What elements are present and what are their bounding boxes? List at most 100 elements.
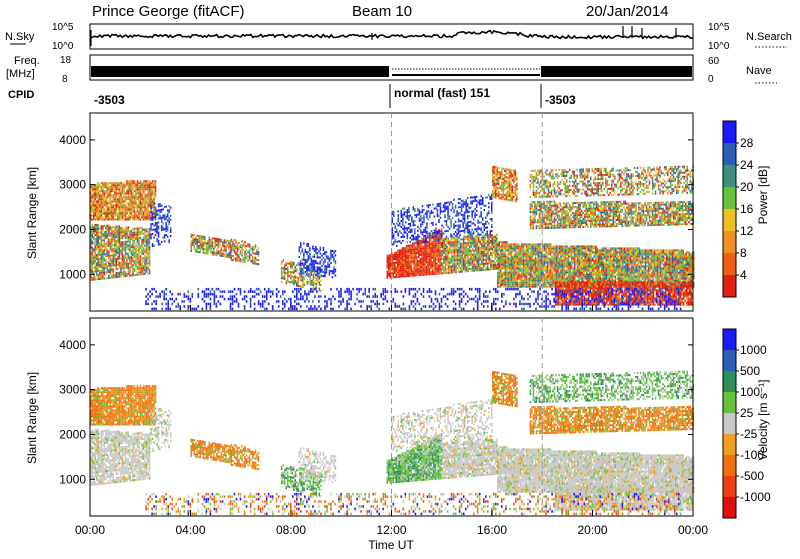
echo-cell-3966 xyxy=(235,258,237,260)
echo-cell-1076 xyxy=(135,184,137,186)
echo-cell-5296 xyxy=(406,275,408,277)
echo-cell-9168 xyxy=(506,243,508,245)
echo-cell-4252 xyxy=(287,271,289,273)
echo-cell-2844 xyxy=(134,252,136,254)
echo-cell-8868 xyxy=(516,176,518,178)
echo-cell-7884 xyxy=(470,258,472,260)
echo-cell-1616 xyxy=(92,261,94,263)
echo-cell-8248 xyxy=(487,240,489,242)
echo-cell-2018 xyxy=(104,235,106,237)
echo-cell-76 xyxy=(93,204,95,206)
echo-cell-2062 xyxy=(105,229,107,231)
echo-cell-250 xyxy=(101,206,103,208)
echo-cell-388 xyxy=(107,202,109,204)
echo-cell-7114 xyxy=(477,226,479,228)
echo-cell-142 xyxy=(96,208,98,210)
echo-cell-7570 xyxy=(455,255,457,257)
echo-cell-8216 xyxy=(486,243,488,245)
echo-cell-9346 xyxy=(514,282,516,284)
echo-cell-7432 xyxy=(449,264,451,266)
echo-cell-3294 xyxy=(152,243,154,245)
echo-cell-6550 xyxy=(426,225,428,227)
echo-cell-7690 xyxy=(461,261,463,263)
echo-cell-3950 xyxy=(234,257,236,259)
echo-cell-9768 xyxy=(529,278,531,280)
echo-cell-7376 xyxy=(446,254,448,256)
echo-cell-9042 xyxy=(503,286,505,288)
echo-cell-6046 xyxy=(438,273,440,275)
echo-cell-6742 xyxy=(446,206,448,208)
echo-cell-1068 xyxy=(135,192,137,194)
echo-cell-9038 xyxy=(502,243,504,245)
echo-cell-2956 xyxy=(138,262,140,264)
echo-cell-5824 xyxy=(429,253,431,255)
echo-cell-4136 xyxy=(253,261,255,263)
echo-cell-8832 xyxy=(515,186,517,188)
echo-cell-3254 xyxy=(149,240,151,242)
echo-cell-5402 xyxy=(411,265,413,267)
echo-cell-3976 xyxy=(235,241,237,243)
echo-cell-9556 xyxy=(521,282,523,284)
echo-cell-8032 xyxy=(476,239,478,241)
echo-cell-8234 xyxy=(487,255,489,257)
echo-cell-8822 xyxy=(515,198,517,200)
echo-cell-7144 xyxy=(480,215,482,217)
echo-cell-3570 xyxy=(195,243,197,245)
echo-cell-6590 xyxy=(431,230,433,232)
echo-cell-2604 xyxy=(125,253,127,255)
echo-cell-600 xyxy=(116,198,118,200)
echo-cell-1062 xyxy=(135,198,137,200)
echo-cell-9044 xyxy=(503,284,505,286)
echo-cell-5660 xyxy=(423,274,425,276)
echo-cell-6520 xyxy=(423,215,425,217)
echo-cell-140 xyxy=(96,210,98,212)
echo-cell-2060 xyxy=(105,231,107,233)
echo-cell-118 xyxy=(95,196,97,198)
echo-cell-4082 xyxy=(246,249,248,251)
echo-cell-32 xyxy=(92,219,94,221)
echo-cell-1674 xyxy=(93,248,95,250)
echo-cell-8938 xyxy=(499,260,501,262)
echo-cell-1764 xyxy=(96,246,98,248)
echo-cell-7554 xyxy=(455,271,457,273)
echo-cell-2732 xyxy=(129,246,131,248)
echo-cell-7136 xyxy=(480,234,482,236)
echo-cell-3578 xyxy=(197,251,199,253)
echo-cell-8812 xyxy=(513,176,515,178)
echo-cell-688 xyxy=(120,219,122,221)
echo-cell-2822 xyxy=(132,234,134,236)
echo-cell-8716 xyxy=(509,199,511,201)
echo-cell-7416 xyxy=(448,248,450,250)
echo-cell-326 xyxy=(104,196,106,198)
echo-cell-4888 xyxy=(327,256,329,258)
echo-cell-3684 xyxy=(207,251,209,253)
echo-cell-3386 xyxy=(158,214,160,216)
echo-cell-1454 xyxy=(152,210,154,212)
echo-cell-720 xyxy=(120,186,122,188)
echo-cell-9730 xyxy=(527,272,529,274)
echo-cell-580 xyxy=(114,182,116,184)
echo-cell-7998 xyxy=(475,237,477,239)
echo-cell-4858 xyxy=(324,261,326,263)
echo-cell-1250 xyxy=(143,186,145,188)
echo-cell-4836 xyxy=(323,261,325,263)
echo-cell-6936 xyxy=(464,230,466,232)
echo-cell-3426 xyxy=(161,205,163,207)
echo-cell-4088 xyxy=(247,256,249,258)
echo-cell-7224 xyxy=(488,202,490,204)
echo-cell-9304 xyxy=(512,282,514,284)
echo-cell-8508 xyxy=(495,187,497,189)
echo-cell-3324 xyxy=(155,234,157,236)
echo-cell-1230 xyxy=(143,210,145,212)
echo-cell-4378 xyxy=(301,280,303,282)
echo-cell-7002 xyxy=(467,197,469,199)
echo-cell-7704 xyxy=(461,247,463,249)
echo-cell-3160 xyxy=(146,253,148,255)
echo-cell-3810 xyxy=(219,239,221,241)
echo-cell-6108 xyxy=(439,252,441,254)
echo-cell-8676 xyxy=(506,186,508,188)
echo-cell-6862 xyxy=(458,220,460,222)
echo-cell-9694 xyxy=(526,266,528,268)
echo-cell-2850 xyxy=(134,246,136,248)
echo-cell-1476 xyxy=(152,184,154,186)
